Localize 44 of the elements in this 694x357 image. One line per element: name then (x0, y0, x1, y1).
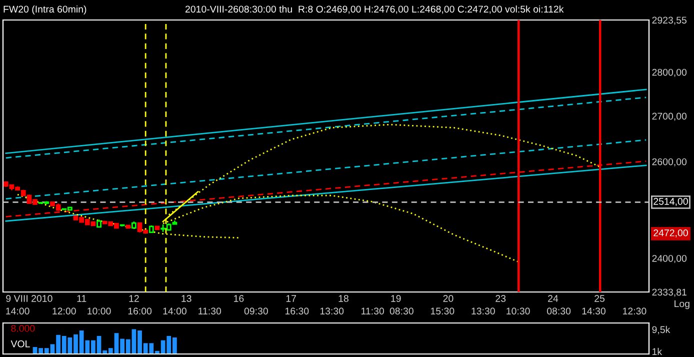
text: VOL (10, 340, 30, 348)
y-tick-label: 9,5k (652, 326, 670, 334)
x-tick-label: 08:30 (547, 308, 571, 315)
x-tick-label: 14:00 (163, 308, 186, 315)
y-tick-label: 2923,55 (652, 16, 687, 25)
x-tick-label: 16:00 (128, 308, 152, 315)
x-tick-label: 25 (594, 295, 605, 302)
x-tick-label: 14:30 (582, 308, 606, 315)
x-tick-label: 09:30 (244, 308, 268, 315)
text: Log (674, 300, 690, 310)
x-tick-label: 12:30 (623, 308, 646, 315)
x-tick-label: 11:30 (198, 308, 222, 315)
x-tick-label: 20 (443, 295, 454, 302)
x-tick-label: 24 (548, 295, 558, 302)
x-tick-label: 12 (129, 295, 139, 302)
x-tick-label: 12:00 (52, 308, 76, 315)
x-tick-label: 19 (391, 295, 401, 302)
x-tick-label: 23 (496, 295, 506, 302)
chart-title: FW20 (Intra 60min) (4, 5, 86, 15)
text: 2472,00 (654, 229, 688, 238)
chart-subtitle: 2010-VIII-2608:30:00 thu R:8 O:2469,00 H:2476,00 L:2468,00 C:2472,00 vol:5k oi:112k (185, 5, 564, 14)
x-tick-label: 16:30 (285, 308, 309, 315)
x-tick-label: 16 (234, 295, 244, 302)
y-tick-label: 1k (652, 348, 662, 355)
x-tick-label: 08:30 (390, 308, 414, 315)
annotation: 8.000 (11, 324, 35, 332)
y-tick-label: 2700,00 (652, 112, 687, 121)
x-tick-label: 15:30 (430, 308, 454, 315)
x-tick-label: 13:30 (320, 308, 344, 315)
y-tick-label: 2333,81 (652, 288, 686, 297)
x-tick-label: 10:30 (506, 308, 530, 315)
x-tick-label: 13 (182, 295, 192, 302)
y-tick-label: 2600,00 (652, 158, 687, 166)
x-tick-label: 11:30 (361, 308, 384, 315)
y-tick-label: 2800,00 (652, 68, 687, 77)
ref-line-label: 2514,00 (654, 198, 688, 206)
x-tick-label: 13:30 (472, 308, 495, 315)
x-tick-label: 11 (77, 295, 86, 302)
x-tick-label: 17 (286, 295, 296, 302)
y-tick-label: 2400,00 (652, 254, 687, 264)
x-tick-label: 9 VIII 2010 (6, 295, 52, 302)
x-tick-label: 18 (338, 295, 348, 302)
x-tick-label: 10:00 (88, 308, 111, 315)
x-tick-label: 14:00 (6, 308, 30, 315)
